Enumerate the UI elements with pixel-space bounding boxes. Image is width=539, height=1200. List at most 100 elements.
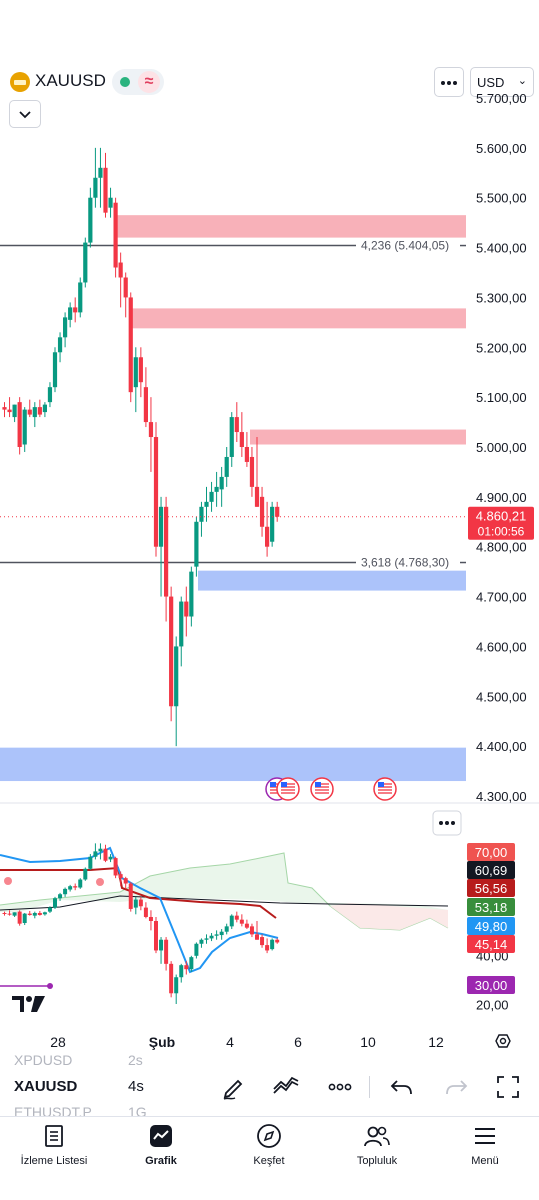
candle-body	[32, 407, 37, 418]
mini-candle-body	[93, 851, 98, 857]
mini-candle-body	[118, 874, 123, 879]
candle	[249, 447, 255, 497]
redo-icon[interactable]	[442, 1073, 470, 1101]
mini-candle	[169, 961, 174, 998]
mini-candle	[265, 938, 270, 954]
watchlist-prev-symbol[interactable]: XPDUSD	[14, 1052, 73, 1068]
candle-body	[93, 177, 98, 198]
price-axis-label: 4.900,00	[476, 490, 527, 505]
mini-candle	[103, 844, 108, 863]
price-axis-label: 5.600,00	[476, 141, 527, 156]
mini-candle-body	[98, 848, 103, 852]
candle	[7, 397, 12, 418]
candle	[239, 412, 244, 457]
nav-community[interactable]: Topluluk	[327, 1123, 427, 1193]
candle	[254, 437, 260, 507]
us-event-icon[interactable]	[310, 777, 334, 801]
osc-value-text: 49,80	[475, 919, 508, 934]
candle-body	[214, 486, 219, 492]
osc-value-text: 56,56	[475, 881, 508, 896]
price-axis-label: 5.700,00	[476, 91, 527, 106]
mini-candle	[22, 912, 27, 926]
indicator-more-button[interactable]	[432, 810, 462, 836]
candle	[93, 147, 98, 208]
collapse-legend-button[interactable]	[9, 100, 41, 128]
mini-candle-body	[63, 888, 68, 895]
toolbar-symbol[interactable]: XAUUSD	[14, 1078, 78, 1095]
more-icon[interactable]	[326, 1073, 354, 1101]
osc-value-text: 70,00	[475, 845, 508, 860]
candle	[209, 481, 214, 512]
currency-select[interactable]: USD ⌄	[470, 67, 534, 97]
candle	[270, 501, 275, 547]
crossover-marker	[4, 877, 12, 885]
undo-icon[interactable]	[388, 1073, 416, 1101]
candle	[118, 252, 123, 308]
candle	[128, 292, 133, 403]
candle-body	[270, 506, 275, 542]
fib-level-label: 3,618 (4.768,30)	[361, 556, 449, 570]
mini-candle	[118, 871, 123, 887]
candle-body	[204, 501, 209, 507]
candle-body	[22, 409, 27, 445]
candle-body	[123, 277, 128, 298]
candle-body	[239, 432, 244, 447]
gold-bar-icon	[10, 72, 30, 92]
candle	[184, 586, 189, 637]
candle-body	[209, 491, 214, 502]
osc-value-text: 30,00	[475, 978, 508, 993]
event-ring	[310, 777, 334, 801]
candle-body	[199, 506, 204, 522]
more-options-button[interactable]	[434, 67, 464, 97]
nav-chart[interactable]: Grafik	[111, 1123, 211, 1193]
candle	[108, 187, 113, 218]
nav-label: Topluluk	[356, 1155, 398, 1167]
nav-explore[interactable]: Keşfet	[219, 1123, 319, 1193]
mini-candle-body	[275, 939, 280, 943]
us-event-icon[interactable]	[373, 777, 397, 801]
demand-zone	[198, 570, 466, 591]
chevron-down-icon	[19, 111, 31, 119]
market-status-pill[interactable]: ≈	[112, 69, 164, 95]
toolbar-interval[interactable]: 4s	[128, 1078, 144, 1095]
mini-candle-body	[174, 977, 179, 994]
mini-candle-body	[68, 886, 73, 890]
candle-body	[153, 437, 159, 547]
community-icon	[364, 1126, 390, 1147]
mini-candle	[37, 910, 42, 916]
time-axis-label: 6	[294, 1034, 302, 1050]
fib-level-label: 4,236 (5.404,05)	[361, 239, 449, 253]
candle	[174, 636, 179, 747]
candle	[189, 566, 194, 627]
event-ring	[276, 777, 300, 801]
indicators-icon[interactable]	[272, 1073, 300, 1101]
mini-candle	[47, 906, 52, 913]
tradingview-logo-icon	[12, 996, 45, 1012]
candle-body	[128, 297, 133, 393]
price-chart[interactable]: 4,236 (5.404,05) 3,618 (4.768,30) 5.700,0…	[0, 0, 539, 1060]
mini-candle	[255, 921, 259, 940]
mini-candle-body	[53, 898, 57, 908]
mini-candle	[32, 911, 37, 919]
mini-candle	[123, 876, 128, 889]
mini-candle	[148, 910, 153, 931]
signal-line	[0, 866, 277, 919]
us-event-icon[interactable]	[276, 777, 300, 801]
mini-candle-body	[239, 919, 244, 924]
candle-body	[7, 409, 12, 413]
settings-icon[interactable]	[495, 1034, 511, 1048]
mini-candle	[270, 938, 275, 951]
candle-body	[249, 456, 255, 487]
mini-candle-body	[22, 913, 27, 924]
candle	[27, 399, 32, 418]
mini-candle-body	[58, 894, 63, 899]
candle	[113, 197, 118, 278]
nav-menu[interactable]: Menü	[435, 1123, 535, 1193]
nav-watchlist[interactable]: İzleme Listesi	[4, 1123, 104, 1193]
draw-icon[interactable]	[219, 1073, 247, 1101]
candle-body	[194, 521, 199, 567]
fullscreen-icon[interactable]	[494, 1073, 522, 1101]
mini-candle-body	[270, 939, 275, 950]
nav-label: Menü	[471, 1155, 499, 1167]
symbol-name[interactable]: XAUUSD	[35, 71, 106, 90]
